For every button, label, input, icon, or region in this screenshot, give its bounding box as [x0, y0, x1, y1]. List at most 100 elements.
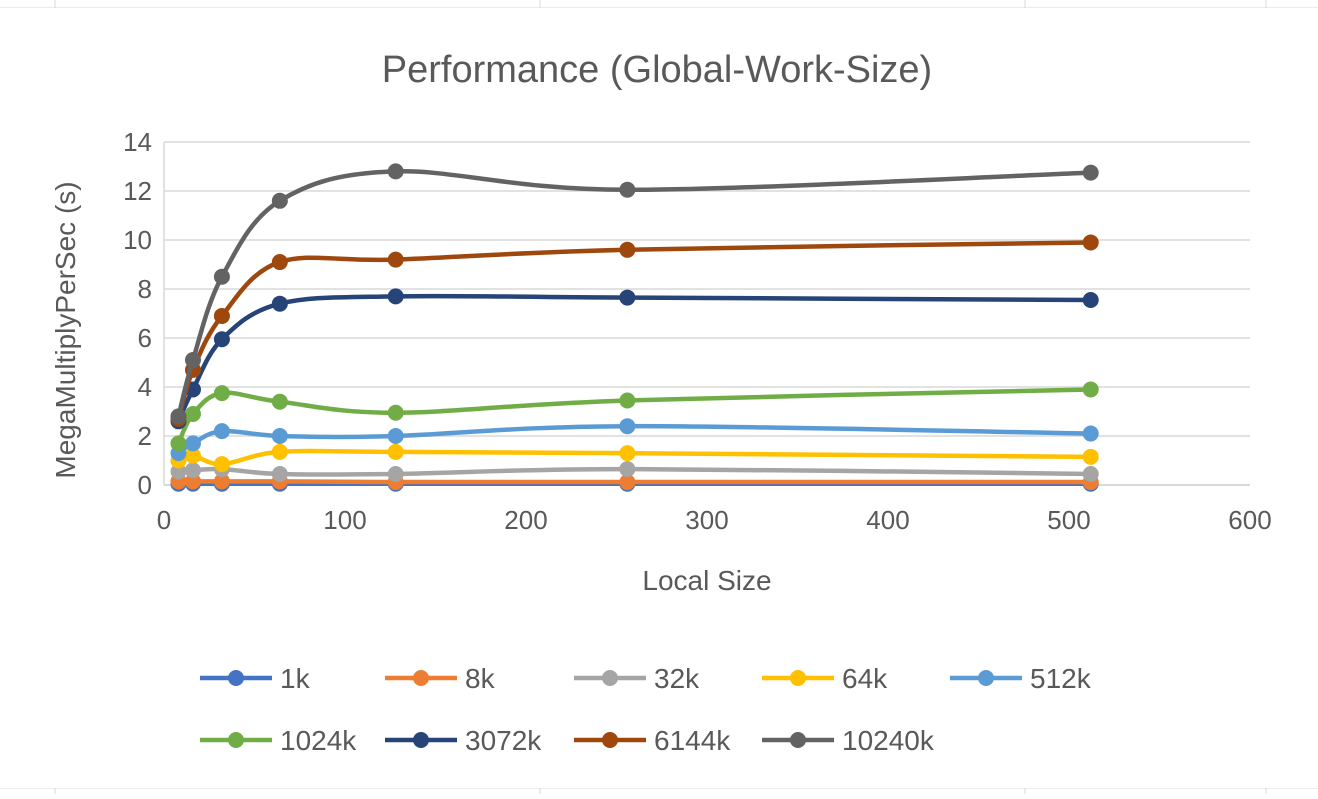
legend-marker: [790, 670, 806, 686]
y-tick-labels: 0 2 4 6 8 10 12 14: [123, 127, 152, 500]
data-point: [271, 428, 288, 444]
data-point: [271, 443, 288, 460]
legend-item-512k: 512k: [950, 663, 1092, 694]
data-point: [184, 405, 201, 422]
legend-item-1024k: 1024k: [200, 725, 357, 756]
data-point: [387, 465, 404, 482]
data-point: [184, 352, 201, 369]
data-point: [213, 307, 230, 324]
legend-label: 64k: [842, 663, 888, 694]
legend-label: 1024k: [280, 725, 357, 756]
data-point: [213, 268, 230, 285]
data-point: [271, 393, 288, 410]
legend-label: 8k: [465, 663, 496, 694]
legend-marker: [602, 670, 618, 686]
data-point: [184, 435, 201, 452]
legend-marker: [602, 732, 618, 748]
y-tick-label: 12: [123, 176, 152, 206]
legend-item-1k: 1k: [200, 663, 311, 694]
data-point: [170, 408, 187, 425]
data-point: [213, 385, 230, 402]
data-point: [271, 295, 288, 312]
legend-label: 32k: [654, 663, 700, 694]
data-point: [213, 473, 230, 490]
legend-item-6144k: 6144k: [574, 725, 731, 756]
data-point: [184, 447, 201, 464]
data-point: [1082, 465, 1099, 482]
x-tick-label: 300: [685, 505, 728, 535]
data-point: [213, 423, 230, 440]
data-point: [387, 288, 404, 305]
data-point: [619, 461, 636, 478]
x-tick-labels: 0 100 200 300 400 500 600: [157, 505, 1272, 535]
data-point: [387, 163, 404, 180]
legend-label: 3072k: [465, 725, 542, 756]
legend-item-3072k: 3072k: [385, 725, 542, 756]
y-tick-label: 14: [123, 127, 152, 157]
data-point: [619, 445, 636, 462]
legend-item-8k: 8k: [385, 663, 496, 694]
legend-label: 10240k: [842, 725, 935, 756]
series-1024k: [170, 381, 1099, 452]
series-3072k: [170, 288, 1099, 430]
data-point: [387, 428, 404, 444]
data-point: [1082, 292, 1099, 309]
x-axis-label: Local Size: [642, 565, 771, 596]
x-tick-label: 400: [866, 505, 909, 535]
data-point: [619, 392, 636, 409]
legend-marker: [228, 732, 244, 748]
data-point: [1082, 164, 1099, 181]
data-point: [170, 463, 187, 480]
data-point: [1082, 425, 1099, 442]
data-point: [619, 289, 636, 306]
series-line-10240k: [176, 169, 1093, 419]
data-point: [1082, 448, 1099, 465]
legend-label: 1k: [280, 663, 311, 694]
legend-label: 6144k: [654, 725, 731, 756]
data-point: [1082, 381, 1099, 398]
data-point: [184, 462, 201, 479]
x-tick-label: 100: [323, 505, 366, 535]
legend-marker: [790, 732, 806, 748]
data-point: [1082, 234, 1099, 251]
data-point: [387, 443, 404, 460]
data-point: [271, 465, 288, 482]
x-tick-label: 200: [504, 505, 547, 535]
series-512k: [170, 418, 1099, 462]
legend-item-32k: 32k: [574, 663, 700, 694]
legend-item-10240k: 10240k: [762, 725, 935, 756]
data-point: [184, 473, 201, 490]
y-axis-label: MegaMultiplyPerSec (s): [50, 181, 81, 478]
y-tick-label: 0: [138, 470, 152, 500]
data-point: [170, 435, 187, 452]
x-tick-label: 600: [1228, 505, 1271, 535]
legend-marker: [413, 732, 429, 748]
data-point: [619, 418, 636, 435]
series-layer: [170, 163, 1099, 492]
chart-title: Performance (Global-Work-Size): [382, 49, 932, 91]
y-tick-label: 2: [138, 421, 152, 451]
data-point: [387, 404, 404, 421]
legend-label: 512k: [1030, 663, 1092, 694]
y-tick-label: 10: [123, 225, 152, 255]
data-point: [619, 181, 636, 198]
legend-item-64k: 64k: [762, 663, 888, 694]
legend-marker: [978, 670, 994, 686]
data-point: [619, 474, 636, 491]
data-point: [213, 331, 230, 348]
data-point: [271, 254, 288, 271]
legend-marker: [228, 670, 244, 686]
y-tick-label: 6: [138, 323, 152, 353]
x-tick-label: 0: [157, 505, 171, 535]
legend: 1k 8k 32k 64k 512k 1024k 3072k 6144k 10240k: [200, 663, 1092, 756]
x-tick-label: 500: [1047, 505, 1090, 535]
y-tick-label: 8: [138, 274, 152, 304]
data-point: [387, 251, 404, 268]
data-point: [271, 192, 288, 209]
y-tick-label: 4: [138, 372, 152, 402]
data-point: [213, 456, 230, 473]
data-point: [619, 241, 636, 258]
series-10240k: [170, 163, 1099, 425]
